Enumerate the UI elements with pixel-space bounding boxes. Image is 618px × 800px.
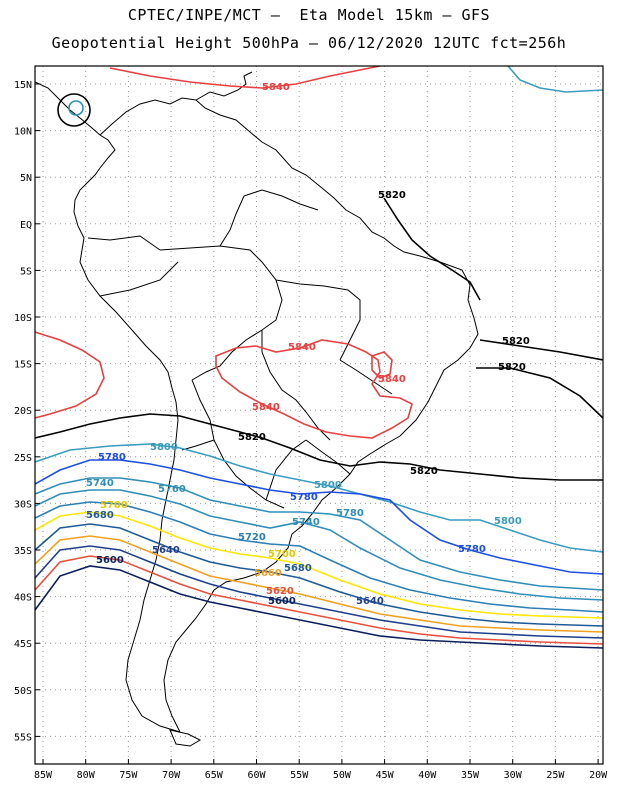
label-5840-a: 5840 bbox=[288, 342, 316, 353]
lon-label: 40W bbox=[418, 770, 437, 781]
contour-5820-main bbox=[35, 413, 603, 481]
lat-label: 15S bbox=[14, 360, 32, 371]
lon-label: 30W bbox=[504, 770, 523, 781]
label-5800-a: 5800 bbox=[150, 442, 178, 453]
contour-5680 bbox=[35, 523, 603, 627]
lon-label: 25W bbox=[546, 770, 565, 781]
label-5820-a: 5820 bbox=[378, 190, 406, 201]
label-5780-d: 5780 bbox=[458, 544, 486, 555]
lon-label: 45W bbox=[376, 770, 395, 781]
contour-lines bbox=[35, 66, 603, 649]
lon-label: 70W bbox=[162, 770, 181, 781]
contour-5760 bbox=[35, 477, 603, 591]
label-5700-a: 5700 bbox=[100, 500, 128, 511]
label-5620-a: 5620 bbox=[266, 586, 294, 597]
latitude-labels: 15N 10N 5N EQ 5S 10S 15S 20S 25S 30S 35S 40S 45S 50S 5… bbox=[14, 80, 32, 743]
label-5740-b: 5740 bbox=[292, 517, 320, 528]
lat-label: 40S bbox=[14, 593, 32, 604]
lat-label: 15N bbox=[14, 80, 32, 91]
label-5640-a: 5640 bbox=[152, 545, 180, 556]
lat-label: 5S bbox=[20, 266, 32, 277]
lon-label: 65W bbox=[205, 770, 224, 781]
contour-5840-small bbox=[371, 351, 393, 379]
map-grid bbox=[35, 66, 603, 764]
contour-5660 bbox=[35, 535, 603, 633]
lat-label: 10N bbox=[14, 127, 32, 138]
label-5820-d: 5820 bbox=[502, 336, 530, 347]
label-5640-b: 5640 bbox=[356, 596, 384, 607]
lat-label: 50S bbox=[14, 686, 32, 697]
contour-5800-northeast bbox=[507, 66, 603, 93]
lon-label: 85W bbox=[34, 770, 53, 781]
contour-low-circle-inner bbox=[68, 100, 84, 116]
label-5780-c: 5780 bbox=[336, 508, 364, 519]
coastline bbox=[35, 71, 479, 747]
label-5800-c: 5800 bbox=[494, 516, 522, 527]
label-5660-a: 5660 bbox=[254, 568, 282, 579]
label-5680-a: 5680 bbox=[86, 510, 114, 521]
contour-5700 bbox=[35, 511, 603, 619]
label-5600-a: 5600 bbox=[96, 555, 124, 566]
label-5700-b: 5700 bbox=[268, 549, 296, 560]
contour-5640 bbox=[35, 545, 603, 639]
lat-label: EQ bbox=[20, 220, 32, 231]
contour-5740 bbox=[35, 489, 603, 601]
lon-label: 75W bbox=[119, 770, 138, 781]
label-5780-a: 5780 bbox=[98, 452, 126, 463]
contour-5780 bbox=[35, 459, 603, 575]
lon-label: 35W bbox=[461, 770, 480, 781]
contour-5820-east2 bbox=[476, 367, 603, 419]
contour-5840-brazil bbox=[215, 339, 413, 439]
label-5840-b: 5840 bbox=[378, 374, 406, 385]
lat-label: 25S bbox=[14, 453, 32, 464]
lon-label: 20W bbox=[589, 770, 608, 781]
axis-ticks bbox=[35, 83, 599, 764]
label-5720-a: 5720 bbox=[238, 532, 266, 543]
contour-5820-east bbox=[479, 339, 603, 361]
label-5820-b: 5820 bbox=[238, 432, 266, 443]
label-5820-c: 5820 bbox=[410, 466, 438, 477]
label-5600-b: 5600 bbox=[268, 596, 296, 607]
lon-label: 60W bbox=[247, 770, 266, 781]
contour-5720 bbox=[35, 501, 603, 613]
contour-5840-west bbox=[35, 331, 105, 419]
lat-label: 30S bbox=[14, 499, 32, 510]
label-5740-a: 5740 bbox=[86, 478, 114, 489]
contour-5620 bbox=[35, 555, 603, 645]
lat-label: 55S bbox=[14, 732, 32, 743]
contour-labels: 5840 5820 5840 5840 5840 5820 5820 5820 … bbox=[86, 82, 530, 607]
lat-label: 20S bbox=[14, 406, 32, 417]
lat-label: 45S bbox=[14, 639, 32, 650]
longitude-labels: 85W 80W 75W 70W 65W 60W 55W 50W 45W 40W 35W 30W 25W 2… bbox=[34, 770, 608, 781]
label-5800-b: 5800 bbox=[314, 480, 342, 491]
label-5780-b: 5780 bbox=[290, 492, 318, 503]
contour-5800 bbox=[35, 443, 603, 553]
map-title-line1: CPTEC/INPE/MCT – Eta Model 15km – GFS bbox=[127, 6, 491, 24]
label-5840-c: 5840 bbox=[252, 402, 280, 413]
lon-label: 80W bbox=[77, 770, 96, 781]
contour-low-circle-outer bbox=[57, 93, 91, 127]
label-5820-e: 5820 bbox=[498, 362, 526, 373]
label-5840-top: 5840 bbox=[262, 82, 290, 93]
lon-label: 50W bbox=[333, 770, 352, 781]
map-frame bbox=[34, 65, 604, 765]
lon-label: 55W bbox=[290, 770, 309, 781]
label-5760-a: 5760 bbox=[158, 484, 186, 495]
map-title-line2: Geopotential Height 500hPa – 06/12/2020 … bbox=[51, 34, 567, 52]
label-5680-b: 5680 bbox=[284, 563, 312, 574]
contour-5840-north bbox=[109, 66, 381, 89]
lat-label: 10S bbox=[14, 313, 32, 324]
lat-label: 35S bbox=[14, 546, 32, 557]
lat-label: 5N bbox=[20, 173, 32, 184]
contour-5600 bbox=[35, 565, 603, 649]
contour-5820-north bbox=[383, 197, 481, 301]
